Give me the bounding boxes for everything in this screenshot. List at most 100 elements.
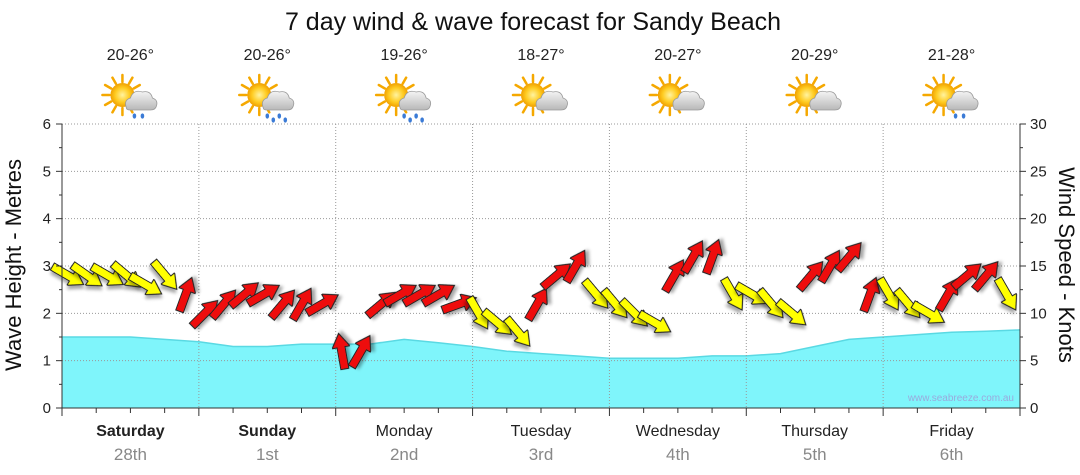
rain-drop — [402, 113, 406, 119]
left-tick-label: 1 — [43, 353, 51, 370]
left-tick-label: 3 — [43, 258, 51, 275]
chart-axes: 0 1 2 3 4 5 6 0 5 10 15 20 25 30 — [43, 116, 1047, 417]
sun-ray — [651, 100, 660, 107]
sun-ray — [795, 76, 802, 85]
left-tick-label: 4 — [43, 211, 51, 228]
temperature-range: 18-27° — [517, 47, 564, 64]
sun-ray — [788, 100, 797, 107]
wind-arrow — [989, 273, 1025, 316]
sun-ray — [111, 76, 118, 85]
sun-ray — [658, 76, 665, 85]
sun-ray — [538, 76, 545, 85]
right-tick-label: 5 — [1030, 353, 1038, 370]
day-name-label: Saturday — [96, 423, 165, 440]
rain-drop — [132, 113, 137, 119]
day-date-label: 2nd — [390, 445, 418, 464]
sun-cloud-icon — [648, 73, 705, 117]
cloud-shape — [672, 90, 705, 111]
right-tick-label: 15 — [1030, 258, 1047, 275]
chart-grid — [62, 123, 1020, 408]
day-date-label: 28th — [114, 445, 147, 464]
left-tick-label: 6 — [43, 116, 51, 133]
sun-ray — [248, 105, 255, 114]
sun-ray — [651, 83, 660, 90]
sun-ray — [925, 83, 934, 90]
right-tick-label: 0 — [1030, 400, 1038, 417]
sun-ray — [658, 105, 665, 114]
sun-ray — [543, 83, 552, 90]
left-tick-label: 2 — [43, 305, 51, 322]
daily-temperatures: 20-26° 20-26° 19-26° 18-27° 20-27° 20-29° 21-2… — [107, 47, 975, 64]
right-tick-label: 25 — [1030, 163, 1047, 180]
sun-ray — [521, 76, 528, 85]
rain-drop — [961, 113, 966, 119]
wave-area-fill — [62, 329, 1020, 408]
sun-ray — [377, 100, 387, 107]
sun-ray — [925, 100, 934, 107]
sun-ray — [240, 100, 250, 107]
day-date-label: 4th — [666, 445, 690, 464]
sun-cloud-icon — [511, 73, 568, 117]
sun-ray — [816, 83, 826, 90]
cloud-shape — [809, 90, 842, 111]
sun-ray — [111, 105, 118, 114]
day-name-label: Wednesday — [636, 423, 720, 440]
credit-text: www.seabreeze.com.au — [907, 393, 1014, 404]
sun-ray — [127, 76, 134, 85]
sun-ray — [401, 76, 408, 85]
rain-drop — [271, 117, 276, 123]
temperature-range: 20-26° — [244, 47, 291, 64]
sun-cloud-light-rain-icon — [101, 73, 158, 119]
sun-cloud-light-rain-icon — [922, 73, 979, 119]
left-axis-label: Wave Height - Metres — [1, 159, 26, 371]
day-date-label: 6th — [940, 445, 964, 464]
weather-icons — [101, 73, 979, 123]
rain-drop — [277, 113, 282, 119]
temperature-range: 19-26° — [380, 47, 427, 64]
sun-ray — [788, 83, 797, 90]
rain-drop — [140, 113, 145, 119]
right-axis-label: Wind Speed - Knots — [1054, 167, 1079, 363]
sun-ray — [521, 105, 528, 114]
day-date-label: 3rd — [529, 445, 554, 464]
temperature-range: 20-26° — [107, 47, 154, 64]
temperature-range: 21-28° — [928, 47, 975, 64]
sun-ray — [811, 76, 818, 85]
sun-ray — [384, 76, 391, 85]
cloud-shape — [535, 90, 568, 111]
day-name-label: Monday — [376, 423, 433, 440]
sun-ray — [269, 83, 278, 90]
day-labels: Saturday 28th Sunday 1st Monday 2nd Tuesday 3rd… — [96, 423, 974, 464]
sun-cloud-icon — [785, 73, 842, 117]
sun-ray — [514, 100, 523, 107]
sun-ray — [679, 83, 689, 90]
rain-drop — [283, 117, 288, 123]
cloud-shape — [398, 90, 432, 111]
right-tick-label: 30 — [1030, 116, 1047, 133]
sun-ray — [406, 83, 415, 90]
rain-drop — [265, 113, 270, 119]
sun-ray — [795, 105, 802, 114]
cloud-shape — [125, 90, 158, 111]
day-name-label: Friday — [929, 423, 973, 440]
sun-ray — [948, 76, 955, 85]
sun-ray — [953, 83, 963, 90]
sun-ray — [132, 83, 141, 90]
sun-ray — [248, 76, 255, 85]
left-tick-label: 5 — [43, 163, 51, 180]
sun-ray — [675, 76, 682, 85]
right-tick-label: 10 — [1030, 305, 1047, 322]
cloud-shape — [262, 90, 295, 111]
cloud-shape — [946, 90, 979, 111]
rain-drop — [420, 117, 424, 123]
wind-arrow — [520, 283, 555, 325]
day-name-label: Tuesday — [511, 423, 572, 440]
sun-ray — [103, 83, 113, 90]
rain-drop — [408, 117, 412, 123]
wind-arrow — [361, 284, 402, 323]
right-tick-label: 20 — [1030, 211, 1047, 228]
rain-drop — [953, 113, 958, 119]
sun-ray — [384, 105, 391, 114]
day-name-label: Thursday — [781, 423, 848, 440]
left-tick-label: 0 — [43, 400, 51, 417]
